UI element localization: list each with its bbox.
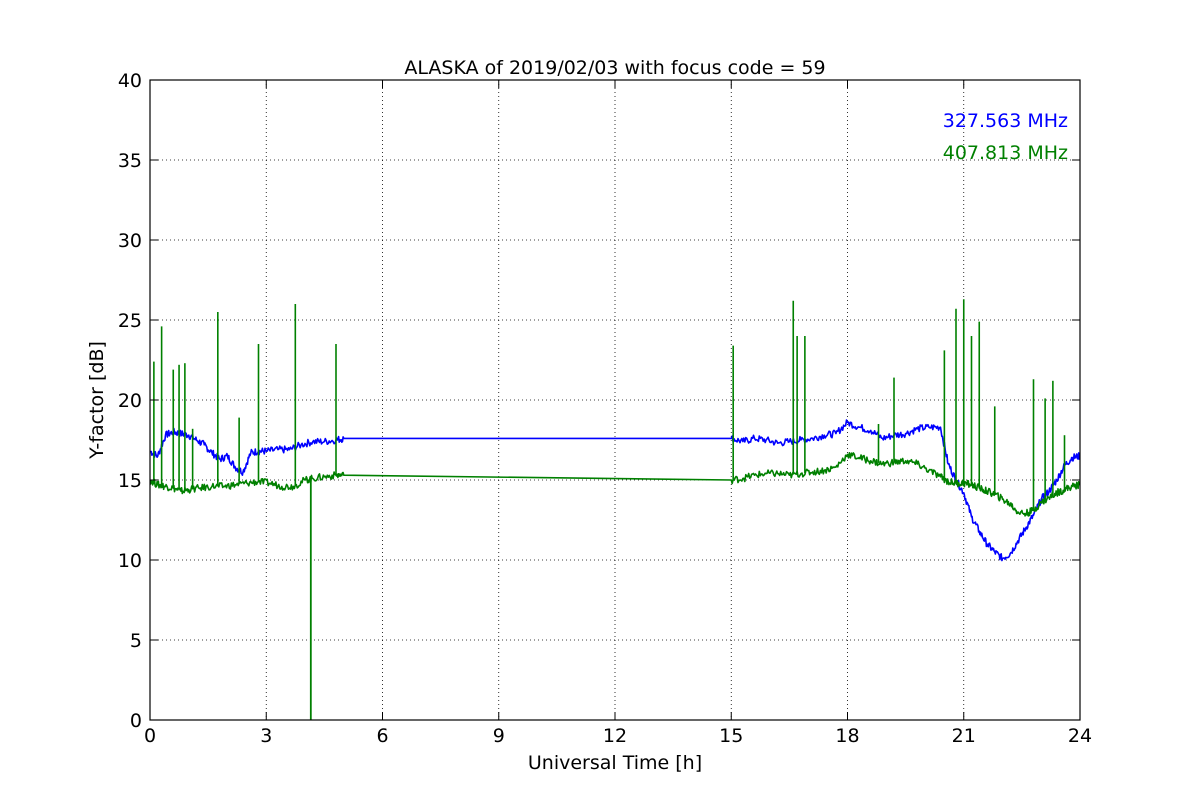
x-tick-label: 0 <box>144 725 156 747</box>
y-tick-label: 25 <box>118 310 142 332</box>
y-tick-label: 40 <box>118 70 142 92</box>
y-tick-label: 35 <box>118 150 142 172</box>
x-tick-label: 18 <box>835 725 859 747</box>
x-tick-label: 24 <box>1068 725 1092 747</box>
x-tick-label: 3 <box>260 725 272 747</box>
y-tick-label: 0 <box>130 710 142 732</box>
y-tick-label: 20 <box>118 390 142 412</box>
series-0 <box>150 419 1080 562</box>
grid <box>150 80 1080 720</box>
chart-title: ALASKA of 2019/02/03 with focus code = 5… <box>404 57 825 79</box>
x-axis-title: Universal Time [h] <box>528 752 702 774</box>
ticks: 0 3 6 9 12 15 18 21 24 0 5 10 15 20 25 30 35 40 <box>118 70 1092 747</box>
series-1 <box>150 299 1080 720</box>
series-line <box>150 452 1080 517</box>
legend-entry-series-1: 407.813 MHz <box>943 142 1068 164</box>
x-tick-label: 9 <box>493 725 505 747</box>
series-layer <box>150 299 1080 720</box>
y-tick-label: 5 <box>130 630 142 652</box>
x-tick-label: 6 <box>376 725 388 747</box>
y-tick-label: 30 <box>118 230 142 252</box>
y-axis-title: Y-factor [dB] <box>86 341 108 460</box>
series-line <box>150 419 1080 562</box>
legend-entry-series-0: 327.563 MHz <box>943 110 1068 132</box>
x-tick-label: 21 <box>952 725 976 747</box>
x-tick-label: 12 <box>603 725 627 747</box>
y-tick-label: 10 <box>118 550 142 572</box>
y-tick-label: 15 <box>118 470 142 492</box>
x-tick-label: 15 <box>719 725 743 747</box>
